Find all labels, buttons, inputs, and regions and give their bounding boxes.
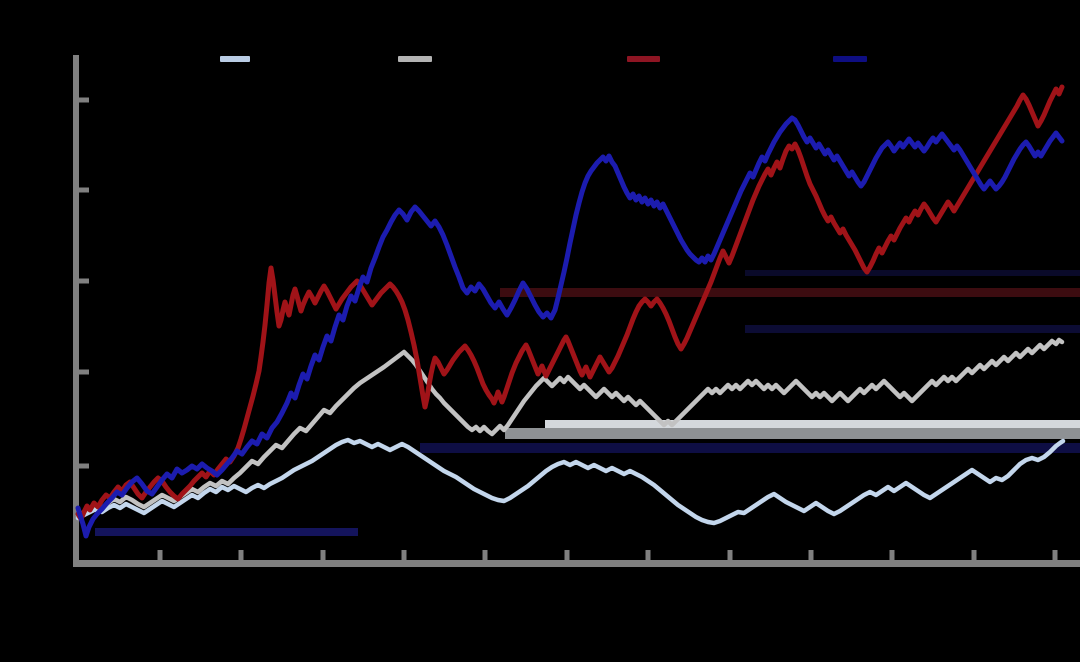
x-axis-tick — [889, 550, 895, 560]
x-axis-tick — [1052, 550, 1058, 560]
dark-red-series-line — [75, 84, 1065, 522]
y-axis-tick — [79, 278, 89, 284]
x-axis-tick — [564, 550, 570, 560]
legend-marker-navy — [833, 56, 867, 62]
ghost-band — [745, 270, 1080, 276]
ghost-band — [500, 288, 1080, 297]
y-axis-tick — [79, 97, 89, 103]
y-axis-tick — [79, 187, 89, 193]
light-blue-series-line — [75, 437, 1066, 526]
ghost-band — [745, 325, 1080, 333]
y-axis — [73, 55, 79, 567]
x-axis-tick — [401, 550, 407, 560]
legend-marker-dark-red — [627, 56, 660, 62]
ghost-band — [545, 420, 1080, 428]
x-axis — [73, 560, 1080, 567]
x-axis-tick — [971, 550, 977, 560]
ghost-band — [505, 428, 1080, 439]
x-axis-tick — [645, 550, 651, 560]
gray-series-line — [75, 337, 1065, 519]
x-axis-tick — [727, 550, 733, 560]
x-axis-tick — [157, 550, 163, 560]
legend-marker-gray — [398, 56, 432, 62]
x-axis-tick — [238, 550, 244, 560]
y-axis-tick — [79, 463, 89, 469]
ghost-band — [420, 443, 1080, 453]
x-axis-tick — [482, 550, 488, 560]
x-axis-tick — [320, 550, 326, 560]
legend-marker-light-blue — [220, 56, 250, 62]
x-axis-tick — [808, 550, 814, 560]
y-axis-tick — [79, 369, 89, 375]
navy-series-line — [75, 115, 1065, 539]
ghost-band — [95, 528, 358, 536]
